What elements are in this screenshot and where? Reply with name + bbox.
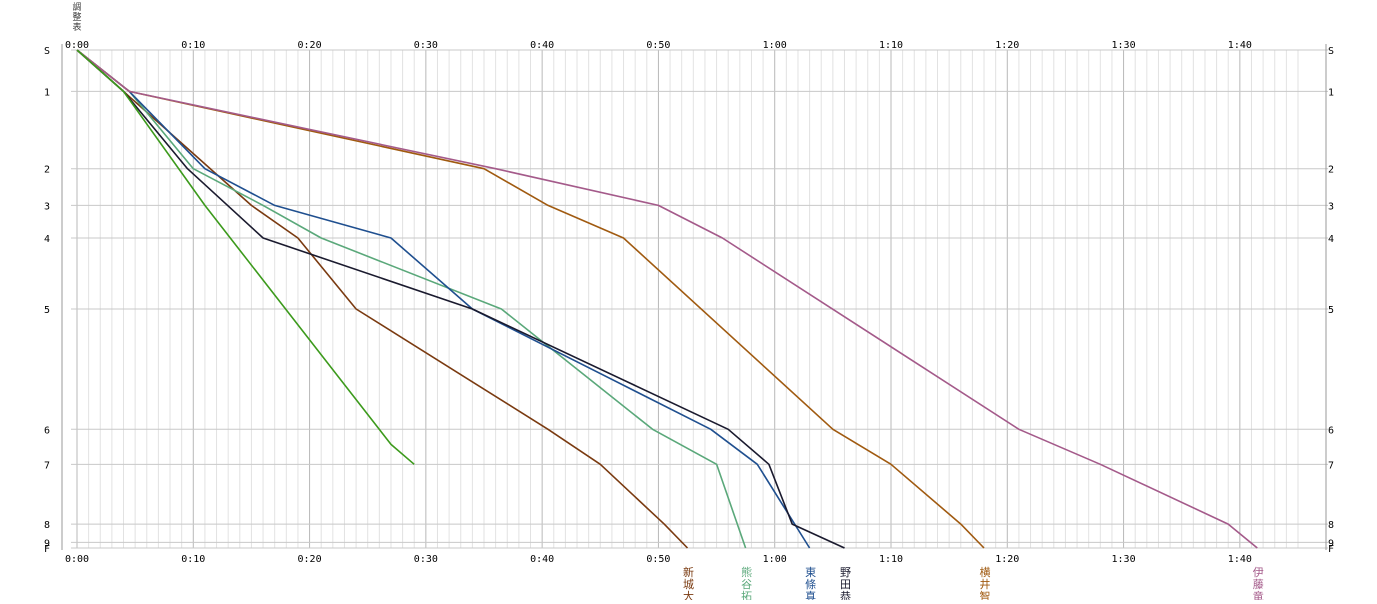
x-tick-label-bottom: 1:30: [1112, 554, 1136, 565]
y-station-label-left: 5: [44, 305, 50, 316]
x-tick-label-bottom: 0:10: [181, 554, 205, 565]
x-tick-label-top: 0:50: [646, 40, 670, 51]
y-station-label-left: S: [44, 46, 50, 57]
y-station-label-right: 1: [1328, 87, 1334, 98]
runner-name-char: 藤: [1253, 578, 1264, 591]
y-station-label-right: 5: [1328, 305, 1334, 316]
x-tick-label-top: 0:20: [298, 40, 322, 51]
x-tick-label-bottom: 0:50: [646, 554, 670, 565]
x-tick-label-bottom: 0:20: [298, 554, 322, 565]
runner-name-char: 新: [683, 565, 694, 579]
top-left-mark-char: 整: [72, 11, 81, 23]
y-station-label-left: 2: [44, 165, 50, 176]
top-left-mark: 調整表: [72, 1, 81, 33]
runner-name-char: 野: [840, 566, 851, 579]
x-tick-label-top: 0:30: [414, 40, 438, 51]
y-station-label-right: 9: [1328, 538, 1334, 549]
y-station-label-right: F: [1328, 544, 1334, 555]
y-station-label-right: 7: [1328, 460, 1334, 471]
x-tick-label-top: 1:30: [1112, 40, 1136, 51]
series-line-7: [76, 49, 415, 465]
y-station-label-left: 3: [44, 201, 50, 212]
x-tick-label-bottom: 1:10: [879, 554, 903, 565]
y-station-label-right: 2: [1328, 165, 1334, 176]
x-tick-label-top: 1:00: [763, 40, 787, 51]
runner-name-char: 横: [980, 565, 991, 579]
x-tick-label-bottom: 0:00: [65, 554, 89, 565]
y-station-label-left: F: [44, 544, 50, 555]
ticks: 0:00 0:00 0:10 0:10 0:20 0:20 0:30 0:30 0:40 0:40…: [44, 40, 1334, 565]
y-station-label-left: 7: [44, 460, 50, 471]
runner-name-char: 拓: [741, 589, 752, 600]
runner-name-char: 伊: [1253, 566, 1264, 579]
x-tick-label-top: 1:20: [995, 40, 1019, 51]
y-station-label-left: 6: [44, 425, 50, 436]
runner-name-char: 真: [805, 589, 816, 600]
x-tick-label-bottom: 1:00: [763, 554, 787, 565]
runner-name-char: 城: [683, 578, 694, 591]
y-station-label-left: 4: [44, 234, 50, 245]
runner-name-char: 條: [805, 577, 816, 591]
runner-name-char: 智: [980, 589, 991, 600]
runner-name-char: 谷: [741, 578, 752, 591]
x-tick-label-top: 0:00: [65, 40, 89, 51]
runner-name-char: 恭: [840, 590, 851, 600]
runner-name-char: 熊: [741, 565, 752, 579]
series-line-3: [76, 49, 811, 549]
x-tick-label-top: 0:10: [181, 40, 205, 51]
grid: [71, 49, 1328, 549]
top-left-mark-char: 調: [72, 1, 81, 13]
runner-name-char: 田: [840, 578, 851, 591]
y-station-label-left: 8: [44, 520, 50, 531]
series-line-2: [76, 49, 747, 549]
runner-name-char: 竜: [1253, 589, 1264, 600]
series-line-6: [76, 49, 1258, 549]
y-station-label-right: 6: [1328, 425, 1334, 436]
x-tick-label-bottom: 0:30: [414, 554, 438, 565]
top-left-mark-char: 表: [72, 21, 81, 33]
x-tick-label-bottom: 1:40: [1228, 554, 1252, 565]
runner-names: 新城大 熊谷拓 東條真 野田恭 横井智 伊藤竜: [683, 565, 1264, 603]
y-station-label-left: 9: [44, 538, 50, 549]
y-station-label-right: 3: [1328, 201, 1334, 212]
plot-frame: [61, 44, 1327, 550]
runner-name-char: 大: [683, 589, 694, 600]
x-tick-label-bottom: 0:40: [530, 554, 554, 565]
runner-name-char: 東: [805, 566, 816, 579]
y-station-label-right: S: [1328, 46, 1334, 57]
x-tick-label-top: 0:40: [530, 40, 554, 51]
y-station-label-right: 4: [1328, 234, 1334, 245]
x-tick-label-bottom: 1:20: [995, 554, 1019, 565]
series-line-4: [76, 49, 845, 549]
y-station-label-right: 8: [1328, 520, 1334, 531]
y-station-label-left: 1: [44, 87, 50, 98]
x-tick-label-top: 1:40: [1228, 40, 1252, 51]
x-tick-label-top: 1:10: [879, 40, 903, 51]
runner-name-char: 井: [980, 577, 991, 591]
series-lines: [76, 49, 1258, 549]
series-line-1: [76, 49, 689, 549]
